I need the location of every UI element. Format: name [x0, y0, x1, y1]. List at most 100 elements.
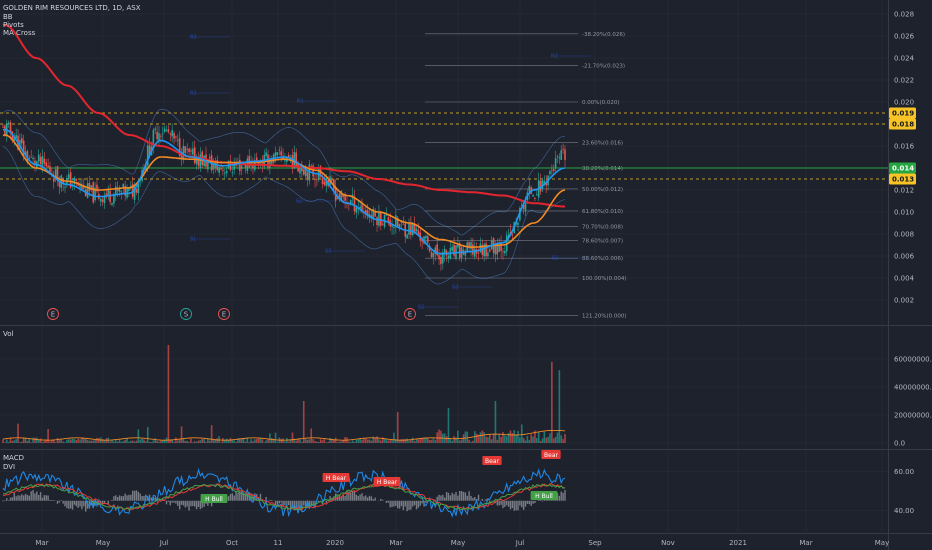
event-marker-earnings — [47, 308, 59, 320]
macd-histogram-bar — [58, 500, 61, 503]
candle-body — [558, 157, 561, 159]
macd-histogram-bar — [562, 492, 564, 501]
time-axis-label: Jul — [515, 539, 525, 547]
macd-histogram-bar — [453, 494, 455, 501]
candle-body — [284, 160, 286, 162]
volume-bar — [323, 438, 326, 443]
volume-bar — [261, 439, 264, 443]
macd-histogram-bar — [137, 491, 140, 501]
candle-body — [118, 188, 121, 192]
macd-histogram-bar — [51, 500, 53, 501]
macd-histogram-bar — [237, 492, 239, 501]
volume-bar — [481, 430, 484, 443]
volume-bar — [378, 439, 380, 443]
fib-level-label: 50.00%(0.012) — [582, 187, 623, 193]
candle-body — [244, 163, 247, 169]
candle-body — [41, 155, 44, 167]
volume-bar — [32, 437, 34, 443]
macd-histogram-bar — [496, 500, 499, 506]
volume-bar — [406, 438, 408, 443]
macd-histogram-bar — [397, 500, 399, 509]
volume-bar — [199, 440, 202, 443]
candle-body — [473, 248, 476, 257]
candle-body — [90, 185, 93, 190]
volume-bar — [408, 440, 410, 443]
candle-body — [402, 223, 405, 225]
volume-bar — [152, 440, 155, 443]
candle-body — [364, 210, 367, 214]
volume-bar — [81, 437, 83, 443]
candle-body — [355, 207, 358, 213]
candle-body — [69, 172, 72, 188]
candle-body — [101, 199, 104, 202]
volume-bar — [500, 436, 502, 443]
candle-body — [438, 255, 440, 260]
pivot-label: R2 — [190, 91, 197, 97]
macd-histogram-bar — [7, 500, 10, 501]
volume-bar — [128, 441, 130, 443]
volume-tick-label: 60000000.0 — [894, 356, 932, 364]
volume-bar — [549, 433, 551, 443]
candle-body — [88, 182, 91, 192]
candle-body — [192, 148, 194, 155]
volume-bar — [398, 440, 401, 443]
volume-bar — [184, 441, 187, 443]
indicator-bb[interactable]: BB — [3, 13, 13, 21]
volume-bar — [280, 438, 282, 443]
volume-bar — [137, 429, 140, 443]
macd-histogram-bar — [350, 492, 352, 501]
candle-body — [207, 159, 209, 170]
volume-bar — [161, 440, 164, 443]
candle-body — [398, 224, 401, 228]
volume-bar — [455, 437, 457, 443]
divergence-tag-bg — [530, 491, 558, 500]
macd-histogram-bar — [182, 500, 185, 506]
macd-histogram-bar — [92, 500, 94, 509]
fib-level-label: 100.00%(0.004) — [582, 276, 627, 282]
macd-histogram-bar — [81, 500, 83, 510]
macd-histogram-bar — [289, 500, 292, 510]
candle-body — [447, 255, 450, 259]
candle-body — [421, 239, 423, 242]
candle-body — [148, 144, 151, 156]
macd-histogram-bar — [513, 500, 515, 511]
macd-histogram-bar — [143, 495, 145, 501]
volume-bar — [225, 438, 228, 443]
candle-body — [517, 222, 519, 226]
macd-histogram-bar — [13, 492, 15, 501]
candle-body — [451, 246, 454, 251]
macd-histogram-bar — [66, 500, 68, 509]
candle-body — [387, 217, 390, 223]
macd-histogram-bar — [265, 496, 267, 501]
macd-histogram-bar — [124, 493, 126, 501]
indicator-pivots[interactable]: Pivots — [3, 21, 24, 29]
macd-histogram-bar — [451, 492, 453, 501]
volume-bar — [479, 432, 482, 443]
volume-bar — [116, 441, 119, 443]
macd-histogram-bar — [530, 500, 532, 506]
symbol-title[interactable]: GOLDEN RIM RESOURCES LTD, 1D, ASX — [3, 4, 141, 12]
macd-histogram-bar — [36, 491, 38, 501]
volume-bar — [171, 439, 173, 443]
fibonacci-retracement: -38.20%(0.026) -21.70%(0.023) 0.00%(0.020)… — [425, 32, 627, 319]
macd-histogram-bar — [175, 500, 177, 504]
macd-histogram-bar — [312, 500, 314, 504]
macd-histogram-bar — [269, 499, 271, 501]
divergence-tag-bear: H Bear — [322, 473, 350, 482]
candle-body — [37, 154, 40, 162]
macd-histogram-bar — [210, 500, 213, 507]
macd-histogram-bar — [227, 496, 230, 501]
volume-bar — [556, 432, 559, 443]
candle-body — [477, 253, 480, 254]
volume-bar — [428, 439, 431, 443]
volume-bar — [421, 437, 423, 443]
volume-bar — [113, 441, 115, 443]
divergence-tag-bear: Bear — [482, 456, 502, 465]
indicator-ma-cross[interactable]: MA Cross — [3, 29, 36, 37]
macd-histogram-bar — [490, 500, 493, 502]
volume-bar — [216, 438, 219, 443]
candle-body — [231, 172, 234, 174]
volume-bar — [299, 439, 301, 443]
candle-body — [436, 244, 438, 256]
